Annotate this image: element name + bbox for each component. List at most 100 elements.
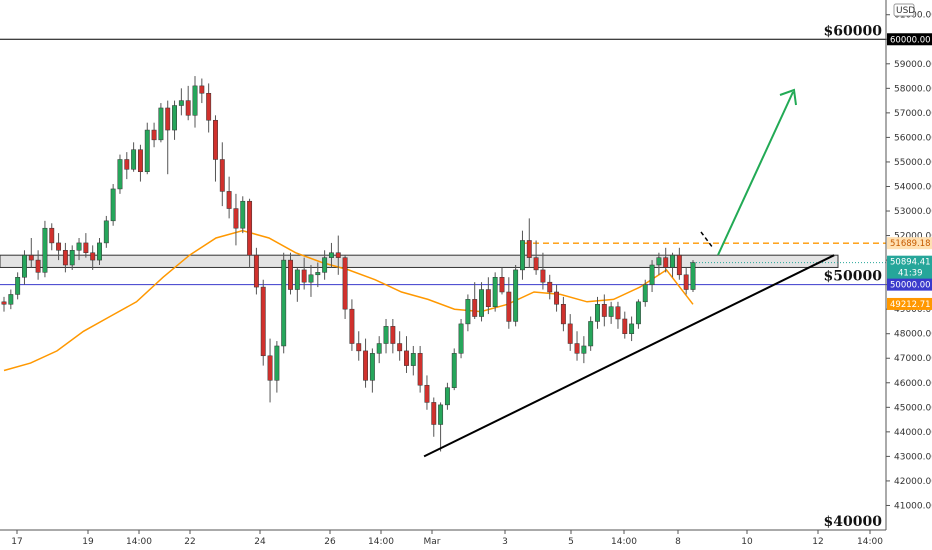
candle-body (15, 277, 21, 295)
candle-body (690, 262, 696, 290)
tag-50000: 50000.00 (890, 281, 931, 291)
candle-body (8, 294, 14, 305)
candle-body (376, 343, 382, 354)
candle-body (185, 100, 191, 116)
candle-body (76, 242, 82, 251)
candle-body (595, 304, 600, 322)
candle-body (158, 107, 164, 141)
projection-arrow-shaft (717, 91, 794, 256)
candle-body (492, 277, 498, 307)
candle-body (520, 240, 525, 271)
candle-body (642, 284, 648, 303)
resistance-zone (0, 254, 839, 268)
tag-60000: 60000.00 (890, 35, 931, 45)
candle-body (192, 85, 198, 116)
price-tick-label: 44000.00 (894, 428, 932, 438)
candle-body (472, 299, 478, 317)
tag-ma-bg (887, 297, 932, 310)
time-tick-label: 14:00 (368, 537, 394, 547)
candlesticks (1, 76, 696, 452)
label-50000: $50000 (824, 269, 883, 285)
price-tick-label: 54000.00 (894, 182, 932, 192)
candle-body (342, 257, 348, 310)
candle-body (35, 259, 41, 273)
time-tick-label: 10 (741, 537, 753, 547)
price-tick-label: 59000.00 (894, 60, 932, 70)
time-tick-label: 14:00 (126, 537, 152, 547)
candle-body (165, 107, 171, 131)
price-axis[interactable]: 41000.00 42000.00 43000.00 44000.00 45000.00… (885, 0, 932, 530)
candle-body (431, 402, 437, 425)
ascending-trendline (423, 254, 835, 458)
tag-countdown: 41:39 (898, 269, 923, 279)
candle-body (274, 345, 280, 381)
candle-body (90, 252, 96, 261)
candle-body (308, 274, 314, 283)
moving-average-line (3, 229, 694, 372)
candle-body (83, 242, 89, 253)
candle-body (540, 269, 546, 283)
candle-body (479, 289, 484, 317)
currency-badge (893, 3, 915, 17)
candle-body (117, 159, 123, 190)
candle-body (369, 353, 375, 381)
time-tick-label: 26 (324, 537, 336, 547)
price-tick-label: 52000.00 (894, 232, 932, 242)
tag-last-price-bg (887, 255, 932, 280)
time-tick-label: 17 (11, 537, 22, 547)
price-tick-label: 41000.00 (894, 501, 932, 511)
candle-body (526, 240, 532, 258)
candle-body (151, 129, 157, 141)
candle-body (110, 188, 116, 222)
time-axis[interactable]: 17 19 14:00 22 24 26 14:00 Mar 3 5 14:00 8 10 12 14:00 (0, 529, 886, 547)
candle-body (363, 350, 369, 381)
price-tick-label: 45000.00 (894, 403, 932, 413)
candle-body (663, 257, 669, 268)
tag-last-price: 50894.41 (890, 258, 931, 268)
time-tick-label: 14:00 (857, 537, 883, 547)
price-tick-label: 42000.00 (894, 477, 932, 487)
candle-body (356, 343, 362, 352)
candle-body (322, 257, 328, 273)
candle-body (438, 404, 444, 425)
time-tick-label: 22 (184, 537, 195, 547)
tag-50000-bg (887, 278, 932, 291)
candle-body (97, 242, 102, 261)
candle-body (506, 291, 512, 322)
candle-body (581, 345, 587, 354)
candle-body (144, 129, 150, 173)
candle-body (56, 242, 62, 251)
candle-body (335, 252, 341, 258)
candle-body (410, 353, 416, 366)
candle-body (301, 269, 307, 283)
candle-body (267, 355, 273, 381)
candle-body (349, 308, 355, 344)
candle-body (485, 289, 491, 307)
candle-body (260, 286, 266, 357)
candle-body (615, 306, 621, 320)
candle-body (397, 343, 403, 352)
candle-body (69, 250, 75, 266)
candle-body (253, 254, 259, 288)
label-40000: $40000 (824, 514, 883, 530)
candle-body (513, 269, 519, 322)
price-tick-label: 53000.00 (894, 207, 932, 217)
candle-body (281, 259, 287, 347)
candle-body (62, 250, 68, 266)
candle-body (328, 252, 334, 258)
horizontal-levels (0, 38, 886, 286)
tag-60000-bg (887, 33, 932, 46)
candle-body (137, 149, 143, 173)
candle-body (567, 323, 573, 344)
time-tick-label: 14:00 (611, 537, 637, 547)
candle-body (554, 291, 560, 305)
candle-body (172, 105, 177, 131)
candle-body (42, 227, 48, 273)
tag-resistance: 51689.18 (890, 239, 931, 249)
candle-body (635, 301, 641, 325)
tag-resistance-bg (887, 237, 932, 250)
candle-body (458, 323, 464, 354)
candle-body (247, 200, 253, 256)
level-labels: $60000 $50000 $40000 (824, 23, 883, 530)
